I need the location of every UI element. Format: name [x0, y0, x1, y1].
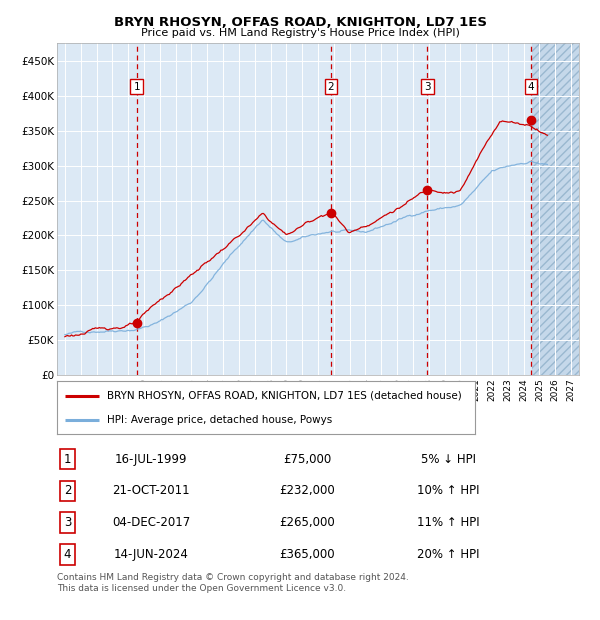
Text: £365,000: £365,000 — [280, 548, 335, 561]
Text: 4: 4 — [527, 81, 534, 92]
Text: £75,000: £75,000 — [283, 453, 332, 466]
Text: 14-JUN-2024: 14-JUN-2024 — [113, 548, 188, 561]
Text: 10% ↑ HPI: 10% ↑ HPI — [417, 484, 480, 497]
Text: 4: 4 — [64, 548, 71, 561]
Text: 20% ↑ HPI: 20% ↑ HPI — [417, 548, 480, 561]
Text: Contains HM Land Registry data © Crown copyright and database right 2024.
This d: Contains HM Land Registry data © Crown c… — [57, 574, 409, 593]
Text: Price paid vs. HM Land Registry's House Price Index (HPI): Price paid vs. HM Land Registry's House … — [140, 28, 460, 38]
Text: 2: 2 — [64, 484, 71, 497]
Text: 3: 3 — [424, 81, 431, 92]
Text: 04-DEC-2017: 04-DEC-2017 — [112, 516, 190, 529]
Text: 11% ↑ HPI: 11% ↑ HPI — [417, 516, 480, 529]
Text: 1: 1 — [133, 81, 140, 92]
Text: BRYN RHOSYN, OFFAS ROAD, KNIGHTON, LD7 1ES (detached house): BRYN RHOSYN, OFFAS ROAD, KNIGHTON, LD7 1… — [107, 391, 462, 401]
Text: 2: 2 — [328, 81, 334, 92]
Bar — [532, 43, 579, 375]
Text: 5% ↓ HPI: 5% ↓ HPI — [421, 453, 476, 466]
Text: 1: 1 — [64, 453, 71, 466]
Text: £265,000: £265,000 — [280, 516, 335, 529]
Text: 21-OCT-2011: 21-OCT-2011 — [112, 484, 190, 497]
Text: HPI: Average price, detached house, Powys: HPI: Average price, detached house, Powy… — [107, 415, 332, 425]
Text: BRYN RHOSYN, OFFAS ROAD, KNIGHTON, LD7 1ES: BRYN RHOSYN, OFFAS ROAD, KNIGHTON, LD7 1… — [113, 16, 487, 29]
Text: 16-JUL-1999: 16-JUL-1999 — [115, 453, 187, 466]
Text: 3: 3 — [64, 516, 71, 529]
Text: £232,000: £232,000 — [280, 484, 335, 497]
